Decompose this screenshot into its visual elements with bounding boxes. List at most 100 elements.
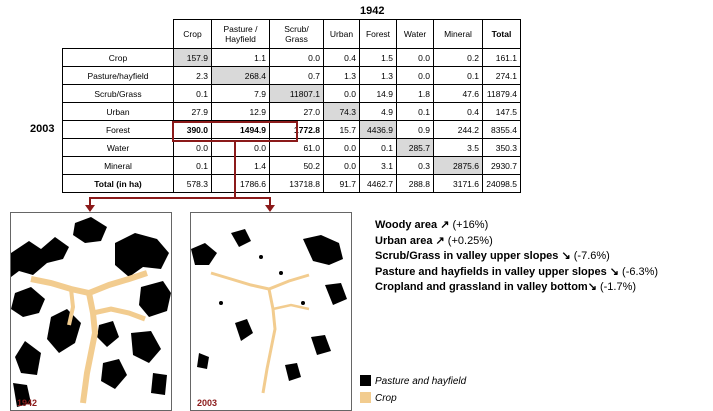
table-row-title: 2003 [30, 123, 55, 135]
table-cell: 0.1 [433, 66, 483, 85]
leader-line-horizontal [89, 197, 271, 199]
table-cell: 0.0 [323, 156, 360, 175]
table-cell: 47.6 [433, 84, 483, 103]
row-total-cell: 274.1 [482, 66, 521, 85]
table-cell: 12.9 [211, 102, 270, 121]
table-cell: 0.1 [359, 138, 397, 157]
table-cell: 1.5 [359, 48, 397, 67]
table-cell: 0.2 [433, 48, 483, 67]
arrow-down-left-icon [85, 205, 95, 212]
table-cell: 4.9 [359, 102, 397, 121]
table-cell: 0.1 [396, 102, 434, 121]
leader-line-left [89, 197, 91, 206]
table-cell: 0.0 [269, 48, 324, 67]
table-cell: 4436.9 [359, 120, 397, 139]
row-label: Total (in ha) [62, 174, 174, 193]
note-item: Scrub/Grass in valley upper slopes ↘ (-7… [375, 250, 610, 262]
row-label: Forest [62, 120, 174, 139]
row-total-cell: 8355.4 [482, 120, 521, 139]
row-label: Mineral [62, 156, 174, 175]
table-cell: 0.1 [173, 156, 212, 175]
row-label: Scrub/Grass [62, 84, 174, 103]
table-cell: 1.3 [323, 66, 360, 85]
table-cell: 74.3 [323, 102, 360, 121]
table-cell: 268.4 [211, 66, 270, 85]
header-row: Crop Pasture / Hayfield Scrub/ Grass Urb… [63, 19, 521, 49]
table-cell: 0.9 [396, 120, 434, 139]
row-label: Crop [62, 48, 174, 67]
table-row: Crop 157.9 1.1 0.0 0.4 1.5 0.0 0.2 161.1 [62, 48, 521, 67]
table-cell: 0.0 [396, 66, 434, 85]
table-cell: 1.8 [396, 84, 434, 103]
map-year-label: 2003 [197, 398, 218, 408]
table-cell: 3.5 [433, 138, 483, 157]
table-cell: 0.1 [173, 84, 212, 103]
table-cell: 0.7 [269, 66, 324, 85]
legend-crop: Crop [360, 392, 397, 404]
table-cell: 14.9 [359, 84, 397, 103]
col-header-forest: Forest [359, 19, 397, 49]
table-cell: 285.7 [396, 138, 434, 157]
legend-pasture: Pasture and hayfield [360, 375, 466, 387]
leader-line-stem [234, 142, 236, 198]
crop-swatch [360, 392, 371, 403]
row-total-cell: 11879.4 [482, 84, 521, 103]
map-1942-drawing [11, 217, 171, 407]
table-cell: 91.7 [323, 174, 360, 193]
table-cell: 0.4 [323, 48, 360, 67]
row-total-cell: 2930.7 [482, 156, 521, 175]
col-header-crop: Crop [173, 19, 212, 49]
col-header-total: Total [482, 19, 521, 49]
arrow-down-right-icon [265, 205, 275, 212]
table-cell: 13718.8 [269, 174, 324, 193]
table-cell: 578.3 [173, 174, 212, 193]
row-total-cell: 161.1 [482, 48, 521, 67]
table-cell: 2875.6 [433, 156, 483, 175]
note-item: Woody area ↗ (+16%) [375, 219, 489, 231]
map-year-label: 1942 [17, 398, 38, 408]
table-cell: 1.4 [211, 156, 270, 175]
col-header-mineral: Mineral [433, 19, 483, 49]
map-1942: 1942 [10, 212, 172, 411]
col-header-water: Water [396, 19, 434, 49]
table-cell: 0.4 [433, 102, 483, 121]
total-row: Total (in ha) 578.3 1786.6 13718.8 91.7 … [62, 174, 521, 193]
table-cell: 3.1 [359, 156, 397, 175]
change-summary: Woody area ↗ (+16%) Urban area ↗ (+0.25%… [375, 218, 658, 296]
map-2003: 2003 [190, 212, 352, 411]
table-column-title: 1942 [360, 5, 385, 17]
table-row: Pasture/hayfield 2.3 268.4 0.7 1.3 1.3 0… [62, 66, 521, 85]
table-cell: 1.1 [211, 48, 270, 67]
table-cell: 27.9 [173, 102, 212, 121]
row-label: Urban [62, 102, 174, 121]
table-cell: 0.0 [323, 84, 360, 103]
note-item: Urban area ↗ (+0.25%) [375, 234, 493, 247]
row-label: Pasture/hayfield [62, 66, 174, 85]
table-cell: 15.7 [323, 120, 360, 139]
leader-line-right [269, 197, 271, 206]
table-row: Scrub/Grass 0.1 7.9 11807.1 0.0 14.9 1.8… [62, 84, 521, 103]
forest-gain-highlight [172, 121, 298, 142]
row-label: Water [62, 138, 174, 157]
table-cell: 50.2 [269, 156, 324, 175]
table-row: Mineral 0.1 1.4 50.2 0.0 3.1 0.3 2875.6 … [62, 156, 521, 175]
table-cell: 0.3 [396, 156, 434, 175]
table-cell: 3171.6 [433, 174, 483, 193]
table-row: Water 0.0 0.0 61.0 0.0 0.1 285.7 3.5 350… [62, 138, 521, 157]
table-cell: 288.8 [396, 174, 434, 193]
row-total-cell: 350.3 [482, 138, 521, 157]
table-cell: 11807.1 [269, 84, 324, 103]
table-cell: 157.9 [173, 48, 212, 67]
map-2003-drawing [191, 229, 347, 394]
table-cell: 27.0 [269, 102, 324, 121]
transition-matrix: Crop Pasture / Hayfield Scrub/ Grass Urb… [62, 19, 521, 193]
grand-total-cell: 24098.5 [482, 174, 521, 193]
col-header-scrub: Scrub/ Grass [269, 19, 324, 49]
note-item: Cropland and grassland in valley bottom↘… [375, 281, 637, 293]
col-header-urban: Urban [323, 19, 360, 49]
col-header-pasture: Pasture / Hayfield [211, 19, 270, 49]
table-cell: 1.3 [359, 66, 397, 85]
table-cell: 1786.6 [211, 174, 270, 193]
table-cell: 244.2 [433, 120, 483, 139]
table-cell: 2.3 [173, 66, 212, 85]
